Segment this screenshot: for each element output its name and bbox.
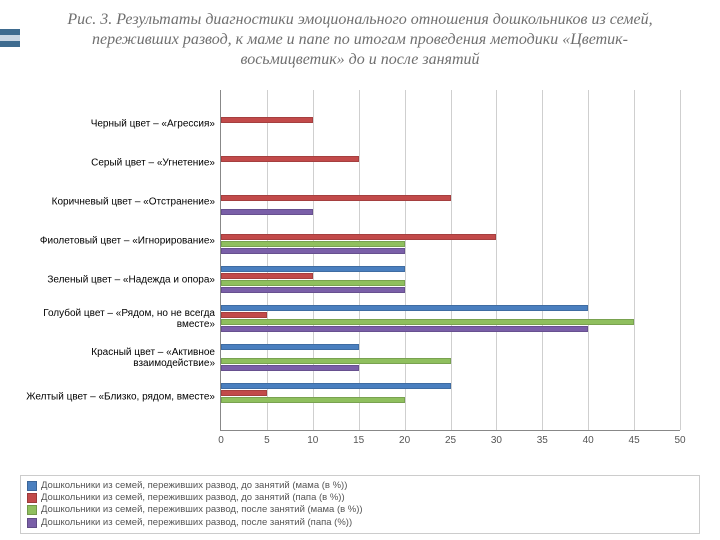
grid-line bbox=[680, 90, 681, 430]
bar bbox=[221, 312, 267, 318]
grid-line bbox=[313, 90, 314, 430]
bar bbox=[221, 266, 405, 272]
x-tick-label: 50 bbox=[674, 435, 685, 446]
legend-swatch bbox=[27, 505, 37, 515]
bar bbox=[221, 209, 313, 215]
legend-label: Дошкольники из семей, переживших развод,… bbox=[41, 480, 347, 492]
bar bbox=[221, 280, 405, 286]
category-group: Серый цвет – «Угнетение» bbox=[221, 149, 680, 176]
category-group: Красный цвет – «Активное взаимодействие» bbox=[221, 344, 680, 371]
legend-swatch bbox=[27, 493, 37, 503]
x-tick-label: 5 bbox=[264, 435, 270, 446]
category-group: Зеленый цвет – «Надежда и опора» bbox=[221, 266, 680, 293]
x-tick-label: 15 bbox=[353, 435, 364, 446]
bar bbox=[221, 287, 405, 293]
legend-label: Дошкольники из семей, переживших развод,… bbox=[41, 517, 352, 529]
bar bbox=[221, 319, 634, 325]
bar bbox=[221, 358, 451, 364]
x-tick-label: 30 bbox=[491, 435, 502, 446]
x-tick-label: 0 bbox=[218, 435, 224, 446]
category-label: Голубой цвет – «Рядом, но не всегда вмес… bbox=[20, 308, 221, 330]
legend-label: Дошкольники из семей, переживших развод,… bbox=[41, 504, 363, 516]
category-label: Зеленый цвет – «Надежда и опора» bbox=[20, 274, 221, 285]
bar bbox=[221, 241, 405, 247]
bar bbox=[221, 305, 588, 311]
grid-line bbox=[634, 90, 635, 430]
bar bbox=[221, 248, 405, 254]
x-tick-label: 10 bbox=[307, 435, 318, 446]
title-block: Рис. 3. Результаты диагностики эмоционал… bbox=[0, 0, 720, 76]
legend-item: Дошкольники из семей, переживших развод,… bbox=[27, 504, 693, 516]
bar bbox=[221, 326, 588, 332]
grid-line bbox=[496, 90, 497, 430]
category-label: Желтый цвет – «Близко, рядом, вместе» bbox=[20, 391, 221, 402]
bar bbox=[221, 234, 496, 240]
legend-swatch bbox=[27, 481, 37, 491]
bar bbox=[221, 365, 359, 371]
x-tick-label: 25 bbox=[445, 435, 456, 446]
legend-item: Дошкольники из семей, переживших развод,… bbox=[27, 517, 693, 529]
plot-region: 05101520253035404550Черный цвет – «Агрес… bbox=[220, 90, 680, 431]
bar bbox=[221, 397, 405, 403]
bar bbox=[221, 117, 313, 123]
bar bbox=[221, 195, 451, 201]
grid-line bbox=[542, 90, 543, 430]
category-group: Голубой цвет – «Рядом, но не всегда вмес… bbox=[221, 305, 680, 332]
grid-line bbox=[451, 90, 452, 430]
legend-item: Дошкольники из семей, переживших развод,… bbox=[27, 480, 693, 492]
bar bbox=[221, 344, 359, 350]
grid-line bbox=[588, 90, 589, 430]
bar bbox=[221, 156, 359, 162]
grid-line bbox=[359, 90, 360, 430]
category-label: Красный цвет – «Активное взаимодействие» bbox=[20, 347, 221, 369]
grid-line bbox=[405, 90, 406, 430]
legend-label: Дошкольники из семей, переживших развод,… bbox=[41, 492, 345, 504]
x-tick-label: 35 bbox=[537, 435, 548, 446]
grid-line bbox=[267, 90, 268, 430]
legend-swatch bbox=[27, 518, 37, 528]
bar bbox=[221, 273, 313, 279]
legend-item: Дошкольники из семей, переживших развод,… bbox=[27, 492, 693, 504]
chart-area: 05101520253035404550Черный цвет – «Агрес… bbox=[20, 90, 700, 431]
category-group: Черный цвет – «Агрессия» bbox=[221, 110, 680, 137]
category-label: Коричневый цвет – «Отстранение» bbox=[20, 196, 221, 207]
category-group: Фиолетовый цвет – «Игнорирование» bbox=[221, 227, 680, 254]
category-group: Коричневый цвет – «Отстранение» bbox=[221, 188, 680, 215]
bar bbox=[221, 383, 451, 389]
bar bbox=[221, 390, 267, 396]
category-label: Фиолетовый цвет – «Игнорирование» bbox=[20, 235, 221, 246]
title-accent bbox=[0, 29, 20, 47]
chart-title: Рис. 3. Результаты диагностики эмоционал… bbox=[40, 10, 680, 70]
x-tick-label: 20 bbox=[399, 435, 410, 446]
category-label: Серый цвет – «Угнетение» bbox=[20, 157, 221, 168]
x-tick-label: 40 bbox=[583, 435, 594, 446]
category-label: Черный цвет – «Агрессия» bbox=[20, 118, 221, 129]
x-tick-label: 45 bbox=[629, 435, 640, 446]
legend: Дошкольники из семей, переживших развод,… bbox=[20, 475, 700, 534]
category-group: Желтый цвет – «Близко, рядом, вместе» bbox=[221, 383, 680, 410]
